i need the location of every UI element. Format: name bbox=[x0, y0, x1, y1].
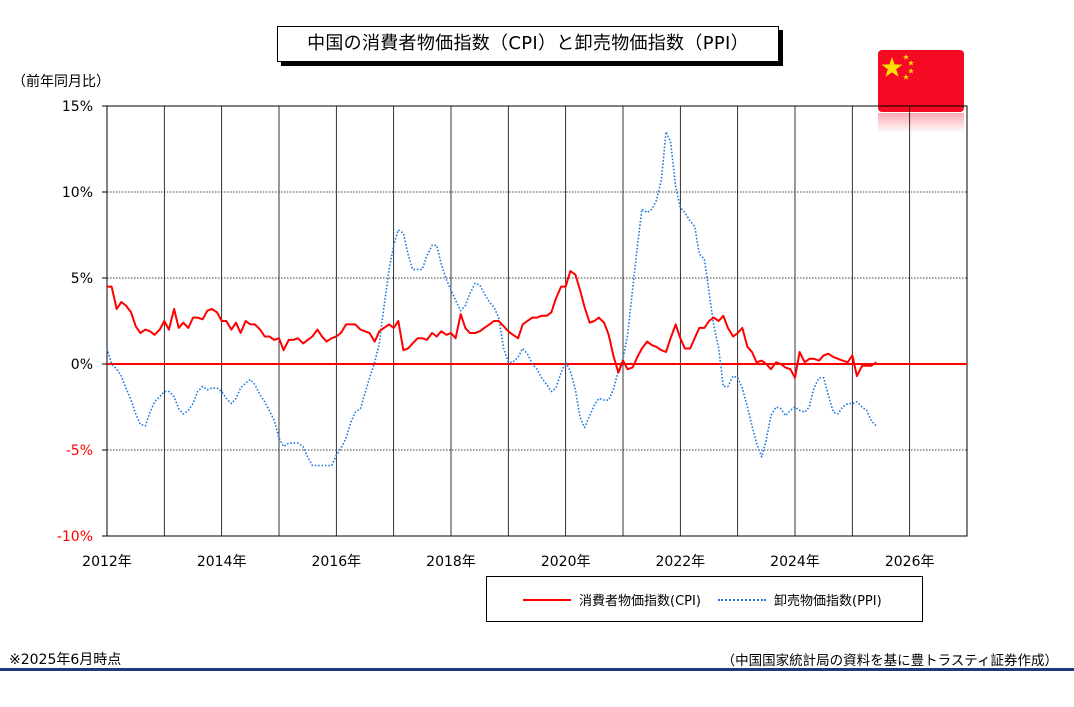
x-tick-label: 2014年 bbox=[197, 554, 247, 570]
legend-swatch-cpi bbox=[523, 598, 571, 601]
legend-label-cpi: 消費者物価指数(CPI) bbox=[579, 594, 701, 609]
y-tick-label: -10% bbox=[57, 529, 93, 545]
flag-reflection bbox=[878, 113, 964, 133]
footnote-source: （中国国家統計局の資料を基に豊トラスティ証券作成） bbox=[721, 653, 1058, 669]
china-flag-icon bbox=[878, 50, 966, 134]
ppi-series-line bbox=[106, 131, 877, 467]
cpi-series-line bbox=[107, 270, 877, 379]
y-tick-label: 0% bbox=[71, 357, 93, 373]
series-layer bbox=[106, 131, 877, 467]
flag-stars bbox=[881, 54, 914, 80]
y-tick-label: 5% bbox=[71, 271, 93, 287]
legend-swatch-ppi bbox=[718, 598, 766, 601]
x-tick-label: 2022年 bbox=[656, 554, 706, 570]
x-tick-label: 2018年 bbox=[426, 554, 476, 570]
legend-item-ppi: 卸売物価指数(PPI) bbox=[718, 590, 882, 609]
grid-layer bbox=[107, 105, 967, 536]
y-unit-label: （前年同月比） bbox=[12, 73, 110, 90]
flag-body bbox=[878, 50, 964, 112]
y-tick-label: 15% bbox=[62, 99, 93, 115]
x-tick-label: 2026年 bbox=[885, 554, 935, 570]
y-tick-label: -5% bbox=[66, 443, 93, 459]
y-tick-label: 10% bbox=[62, 185, 93, 201]
plot-frame bbox=[106, 105, 968, 537]
bottom-rule bbox=[0, 668, 1074, 671]
x-tick-label: 2016年 bbox=[312, 554, 362, 570]
axis-layer: -10% -5% 0% 5% 10% 15% 2012年 2014年 2016年 2018年 202… bbox=[57, 99, 968, 570]
legend-label-ppi: 卸売物価指数(PPI) bbox=[774, 594, 882, 609]
x-tick-label: 2012年 bbox=[82, 554, 132, 570]
footnote-date: ※2025年6月時点 bbox=[9, 652, 122, 668]
x-tick-label: 2020年 bbox=[541, 554, 591, 570]
legend-item-cpi: 消費者物価指数(CPI) bbox=[523, 590, 701, 609]
x-tick-label: 2024年 bbox=[770, 554, 820, 570]
legend: 消費者物価指数(CPI) 卸売物価指数(PPI) bbox=[486, 576, 923, 622]
chart-title: 中国の消費者物価指数（CPI）と卸売物価指数（PPI） bbox=[277, 26, 779, 62]
